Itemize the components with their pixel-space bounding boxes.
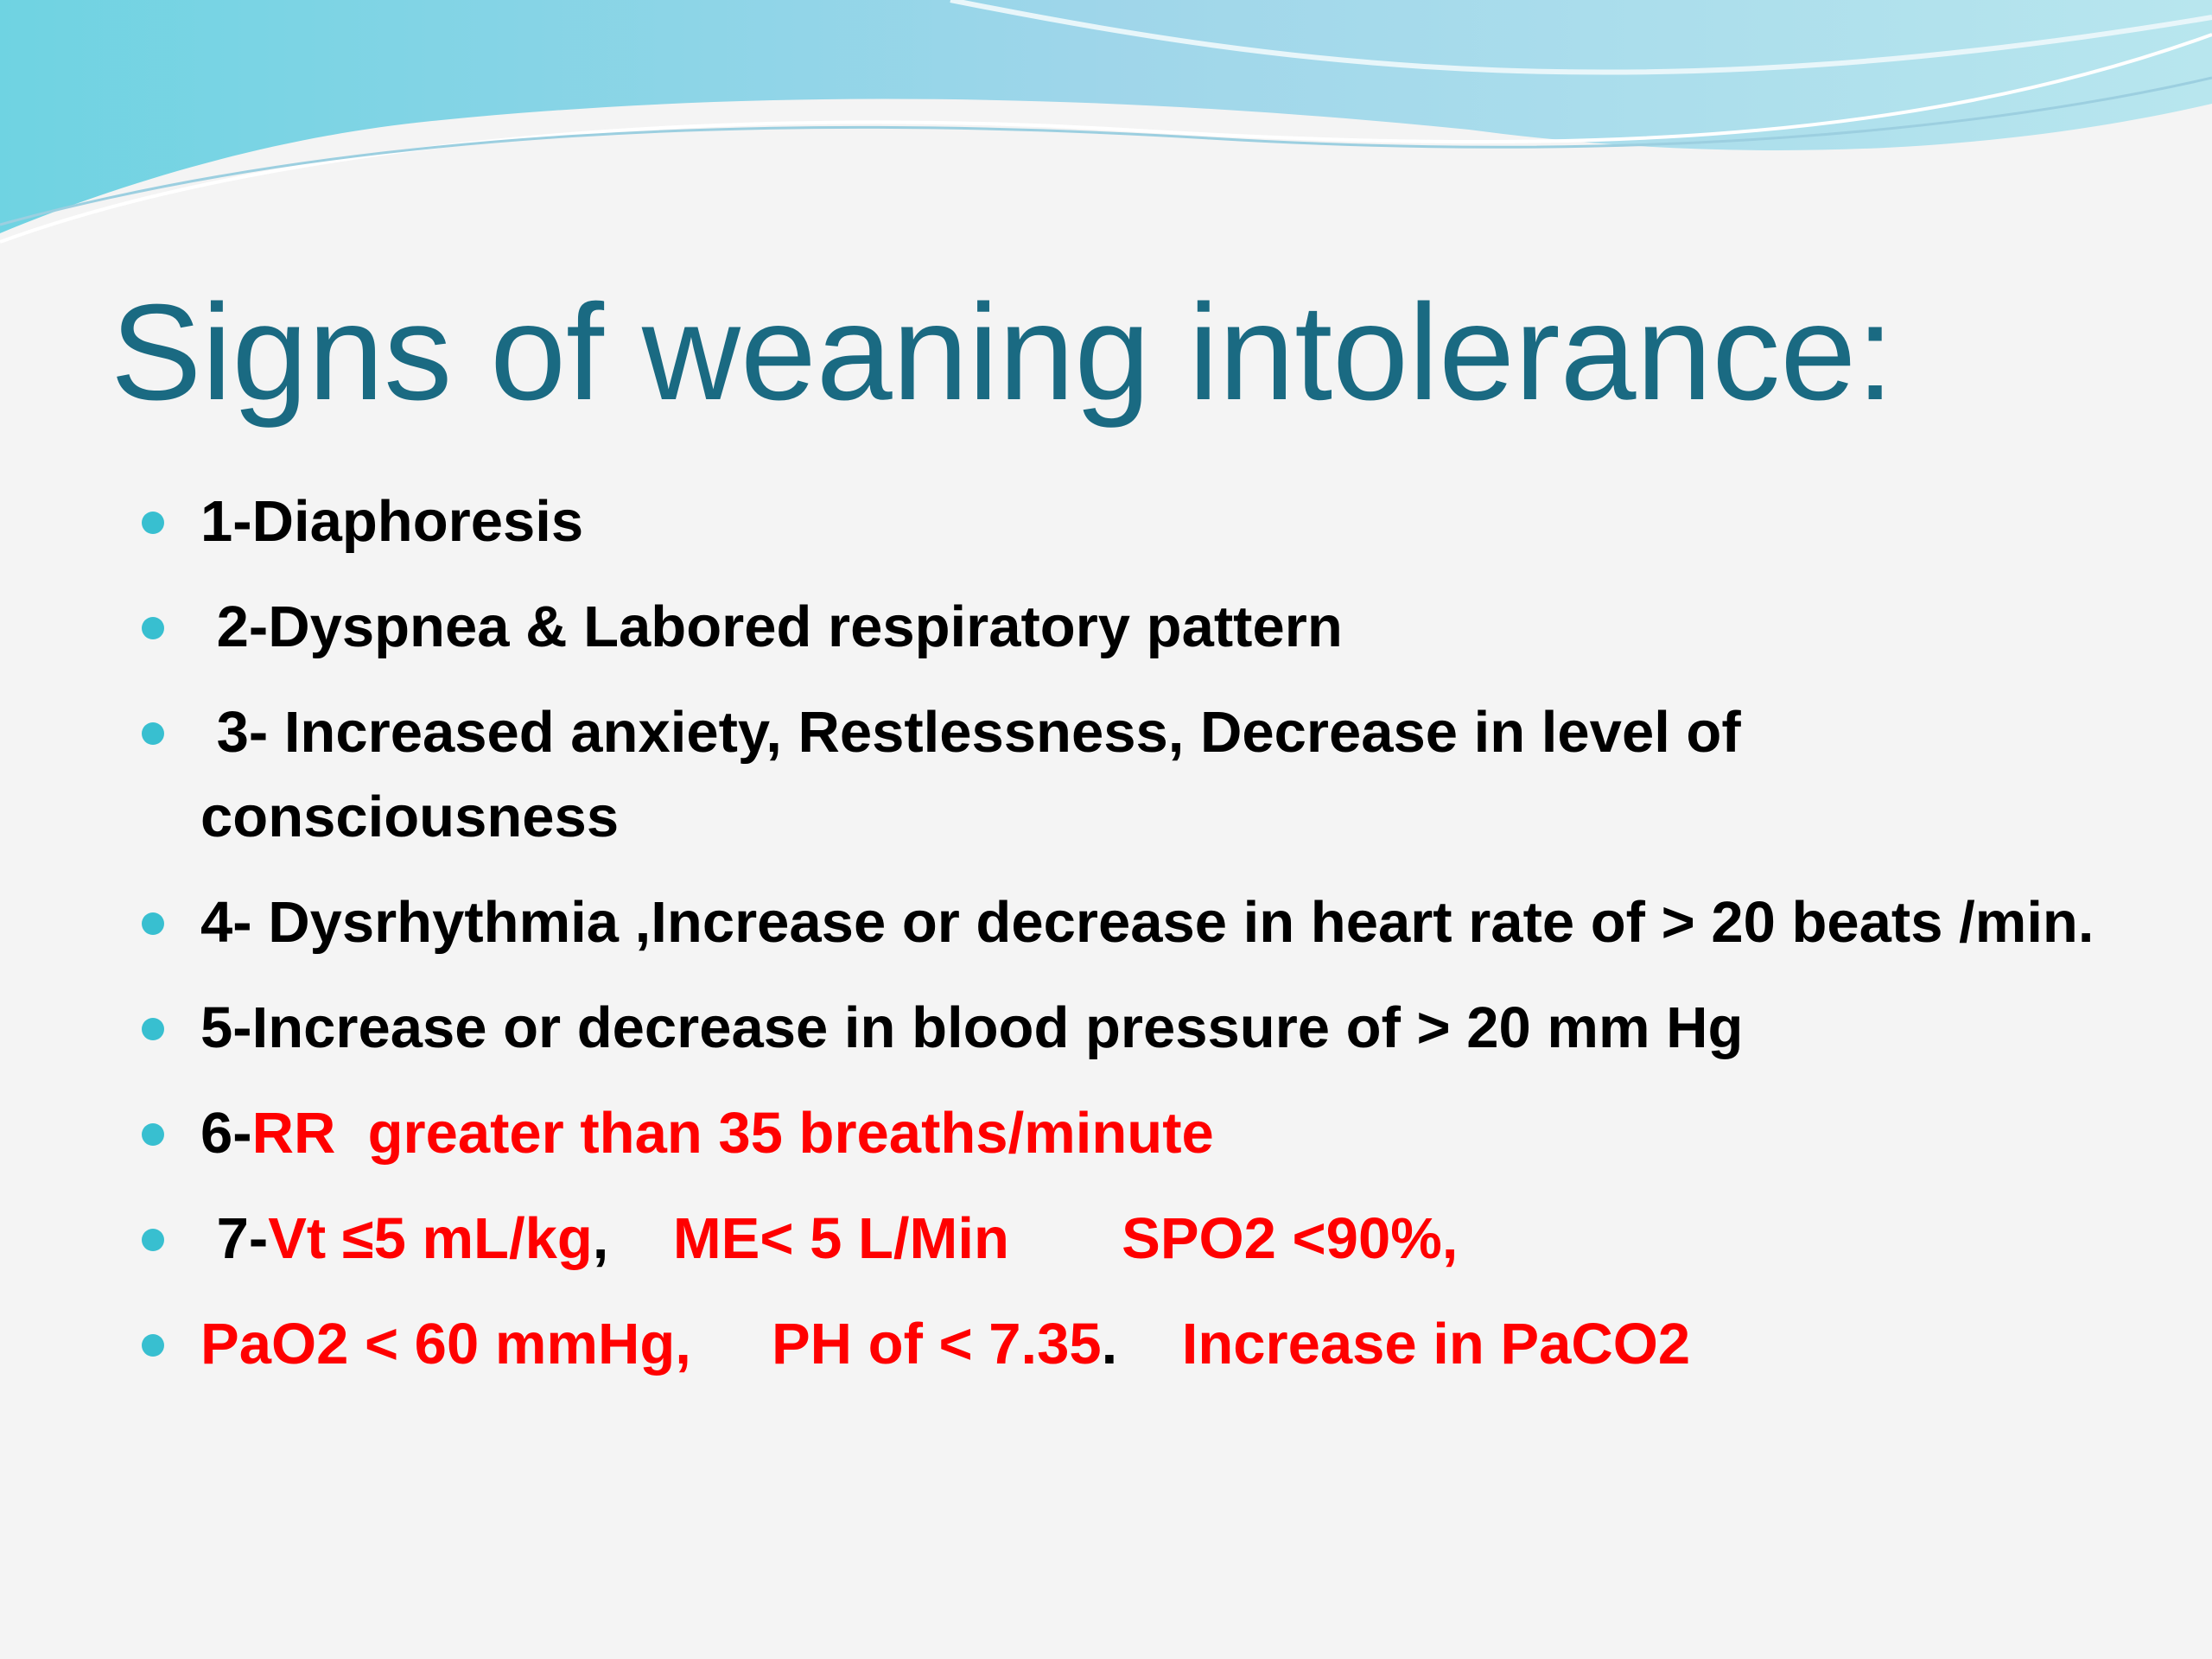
text-run: 2-Dyspnea & Labored respiratory pattern bbox=[200, 594, 1343, 659]
bullet-item: 1-Diaphoresis bbox=[142, 480, 2101, 564]
text-run: Vt ≤5 mL/kg bbox=[268, 1206, 593, 1271]
text-run: . bbox=[1101, 1312, 1118, 1376]
bullet-item: PaO2 < 60 mmHg, PH of < 7.35. Increase i… bbox=[142, 1302, 2101, 1387]
bullet-dot bbox=[142, 912, 164, 935]
bullet-item: 5-Increase or decrease in blood pressure… bbox=[142, 986, 2101, 1071]
bullet-item: 4- Dysrhythmia ,Increase or decrease in … bbox=[142, 880, 2101, 965]
bullet-list: 1-Diaphoresis 2-Dyspnea & Labored respir… bbox=[142, 480, 2101, 1408]
text-run: 4- Dysrhythmia ,Increase or decrease in … bbox=[200, 890, 2094, 955]
text-run: PaO2 < 60 mmHg, PH of < 7.35 bbox=[200, 1312, 1102, 1376]
text-run: 1-Diaphoresis bbox=[200, 489, 584, 554]
text-run: , bbox=[592, 1206, 609, 1271]
bullet-dot bbox=[142, 617, 164, 639]
text-run: 3- Increased anxiety, Restlessness, Decr… bbox=[200, 700, 1758, 849]
bullet-dot bbox=[142, 1018, 164, 1040]
bullet-dot bbox=[142, 1229, 164, 1251]
bullet-dot bbox=[142, 512, 164, 534]
bullet-item: 7-Vt ≤5 mL/kg, ME< 5 L/Min SPO2 <90%, bbox=[142, 1197, 2101, 1281]
bullet-dot bbox=[142, 722, 164, 745]
text-run: 5-Increase or decrease in blood pressure… bbox=[200, 995, 1744, 1060]
bullet-item: 2-Dyspnea & Labored respiratory pattern bbox=[142, 585, 2101, 670]
text-run: 7- bbox=[200, 1206, 269, 1271]
text-run: ME< 5 L/Min SPO2 <90%, bbox=[608, 1206, 1459, 1271]
header-wave bbox=[0, 0, 2212, 244]
bullet-item: 3- Increased anxiety, Restlessness, Decr… bbox=[142, 690, 2101, 860]
text-run: RR greater than 35 breaths/minute bbox=[251, 1101, 1214, 1166]
bullet-dot bbox=[142, 1123, 164, 1146]
bullet-item: 6-RR greater than 35 breaths/minute bbox=[142, 1091, 2101, 1176]
slide-title: Signs of weaning intolerance: bbox=[111, 276, 1895, 429]
bullet-dot bbox=[142, 1334, 164, 1357]
text-run: 6- bbox=[200, 1101, 252, 1166]
text-run: Increase in PaCO2 bbox=[1117, 1312, 1691, 1376]
